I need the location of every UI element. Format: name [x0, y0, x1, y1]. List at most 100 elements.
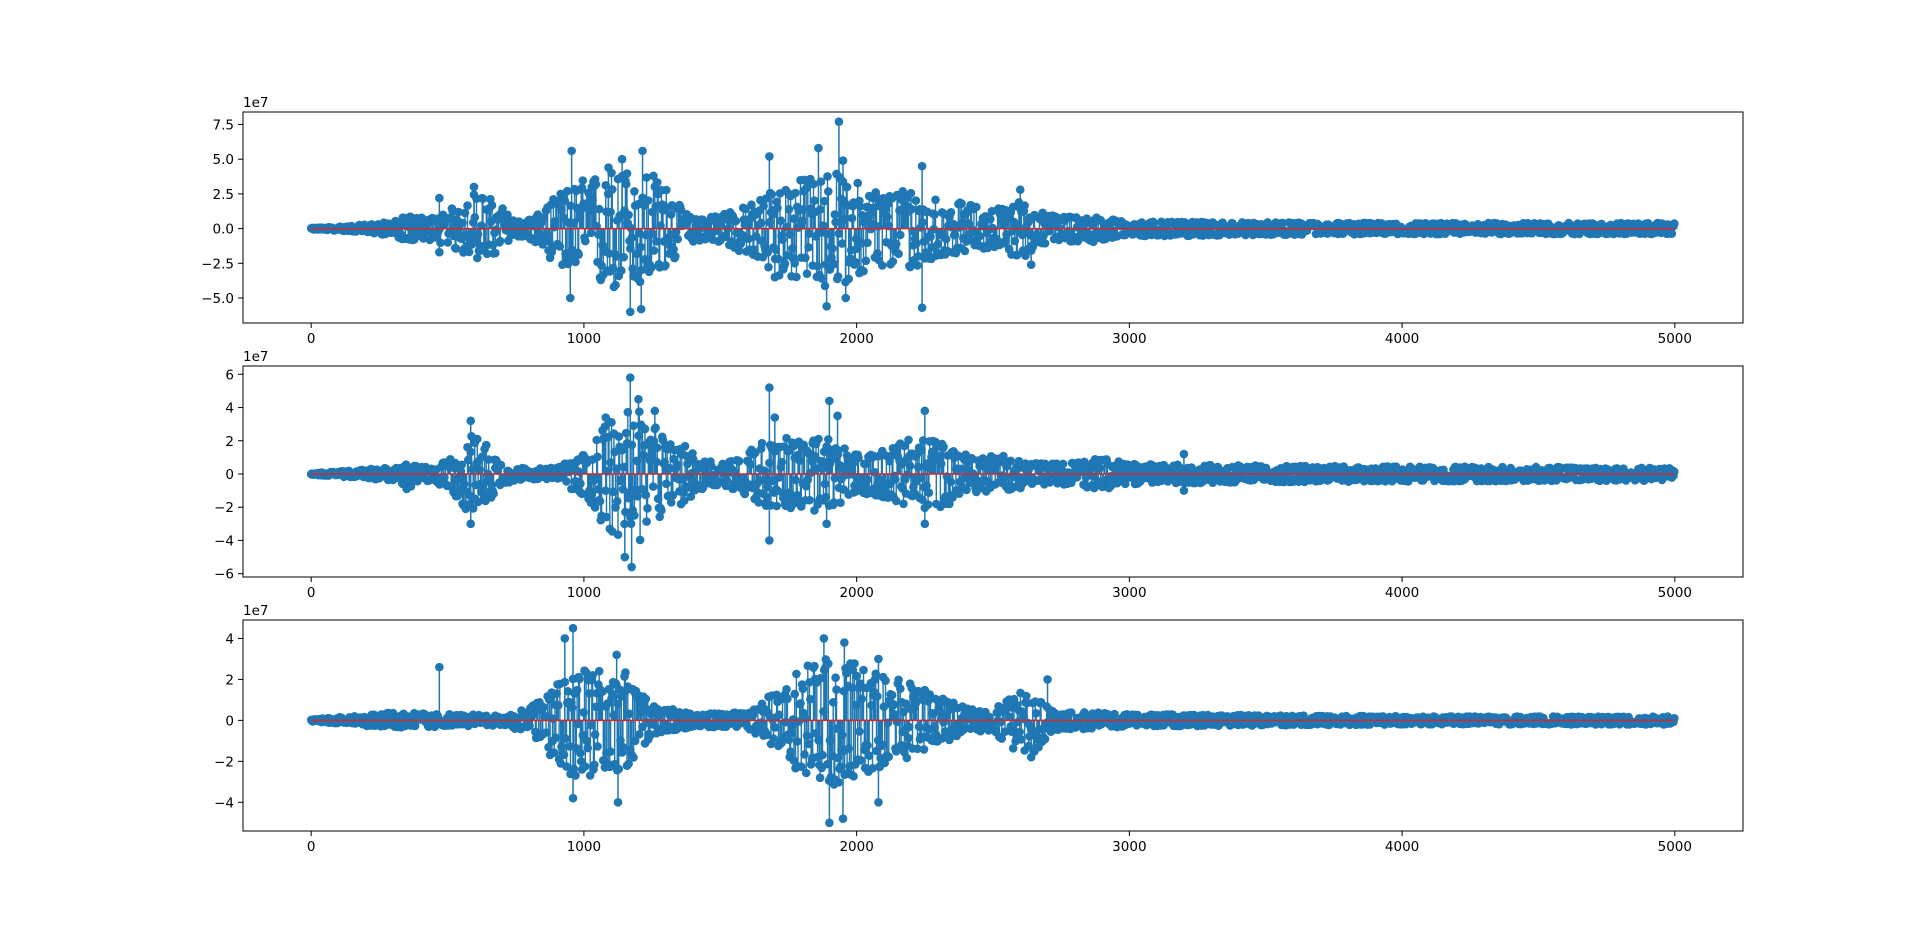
stem-marker	[477, 452, 487, 462]
stem-marker	[539, 213, 548, 223]
peak-marker	[565, 293, 575, 303]
stem-marker	[1278, 218, 1287, 228]
stem-marker	[869, 203, 879, 212]
stem-marker	[585, 206, 594, 216]
peak-marker	[649, 171, 658, 181]
stem-marker	[608, 263, 618, 273]
stem-marker	[734, 246, 744, 256]
stem-marker	[896, 684, 905, 693]
stem-marker	[906, 188, 916, 198]
stem-marker	[916, 473, 925, 483]
stem-marker	[457, 460, 467, 470]
stem-marker	[962, 485, 971, 495]
stem-marker	[571, 257, 580, 267]
stem-marker	[780, 259, 790, 268]
stem-marker	[641, 490, 651, 500]
stem-marker	[614, 432, 624, 441]
stem-marker	[722, 475, 732, 485]
stem-marker	[578, 176, 588, 185]
peak-marker	[601, 413, 611, 422]
stem-marker	[783, 694, 792, 703]
stem-marker	[1013, 464, 1022, 474]
stem-marker	[759, 201, 768, 210]
stem-marker	[595, 497, 605, 506]
stem-marker	[836, 498, 845, 508]
stem-marker	[1067, 708, 1076, 717]
peak-marker	[435, 247, 444, 257]
stem-marker	[577, 183, 587, 193]
stem-marker	[904, 435, 913, 445]
stem-marker	[802, 269, 812, 279]
stem-marker	[870, 468, 880, 477]
stem-marker	[999, 219, 1008, 229]
stem-marker	[786, 747, 795, 756]
stem-marker	[797, 216, 807, 226]
stem-marker	[653, 494, 663, 504]
stem-marker	[637, 484, 646, 494]
stem-marker	[884, 752, 894, 762]
stem-marker	[804, 739, 813, 749]
stem-marker	[946, 208, 956, 217]
stem-marker	[642, 517, 651, 526]
stem-marker	[653, 178, 662, 187]
stem-marker	[629, 753, 638, 762]
stem-marker	[891, 496, 901, 506]
stem-marker	[721, 232, 731, 242]
stem-marker	[833, 272, 843, 281]
stem-marker	[747, 200, 756, 209]
stem-marker	[791, 188, 800, 198]
stem-marker	[797, 502, 806, 511]
peak-marker	[765, 152, 774, 161]
stem-marker	[811, 729, 821, 738]
stem-marker	[930, 210, 939, 219]
stem-marker	[458, 218, 467, 228]
stem-marker	[787, 729, 796, 738]
stem-marker	[624, 210, 633, 220]
stem-marker	[844, 744, 853, 753]
stem-marker	[933, 239, 943, 249]
stem-marker	[798, 684, 808, 694]
stem-marker	[630, 736, 640, 746]
stem-marker	[576, 748, 585, 758]
plot-area-3	[306, 623, 1679, 828]
subplot-1: 0 1000 2000 3000 4000 5000−5.0−2.50.02.55.07.…	[201, 95, 1744, 347]
axes-frame-2	[242, 365, 1744, 578]
peak-marker	[822, 302, 831, 311]
stem-marker	[443, 238, 453, 247]
peak-marker	[638, 146, 647, 156]
stem-marker	[814, 736, 823, 745]
stem-marker	[774, 473, 784, 482]
stem-marker	[896, 230, 905, 240]
peak-marker	[625, 307, 635, 317]
stem-marker	[873, 249, 882, 258]
stem-marker	[413, 220, 422, 229]
stem-marker	[591, 702, 601, 712]
stem-marker	[851, 700, 861, 710]
stem-marker	[436, 238, 445, 248]
peak-marker	[1015, 185, 1025, 195]
x-tick-label: 5000	[1658, 585, 1692, 601]
stem-marker	[1008, 744, 1018, 753]
stem-marker	[660, 457, 669, 467]
peak-marker	[627, 562, 636, 572]
stem-marker	[802, 731, 812, 741]
stem-marker	[683, 459, 692, 469]
stem-marker	[633, 492, 642, 501]
stem-marker	[907, 204, 916, 214]
stem-marker	[680, 496, 689, 506]
peak-marker	[402, 484, 411, 494]
stem-marker	[598, 687, 607, 696]
peak-marker	[435, 193, 444, 203]
stem-marker	[891, 475, 900, 484]
stem-marker	[935, 452, 944, 462]
stem-marker	[894, 675, 903, 685]
stem-marker	[567, 703, 577, 712]
stem-marker	[549, 748, 559, 757]
stem-marker	[881, 676, 890, 685]
stem-marker	[957, 199, 966, 208]
stem-marker	[1022, 691, 1031, 701]
stem-marker	[581, 762, 590, 771]
stem-marker	[448, 481, 458, 490]
stem-marker	[859, 665, 868, 675]
